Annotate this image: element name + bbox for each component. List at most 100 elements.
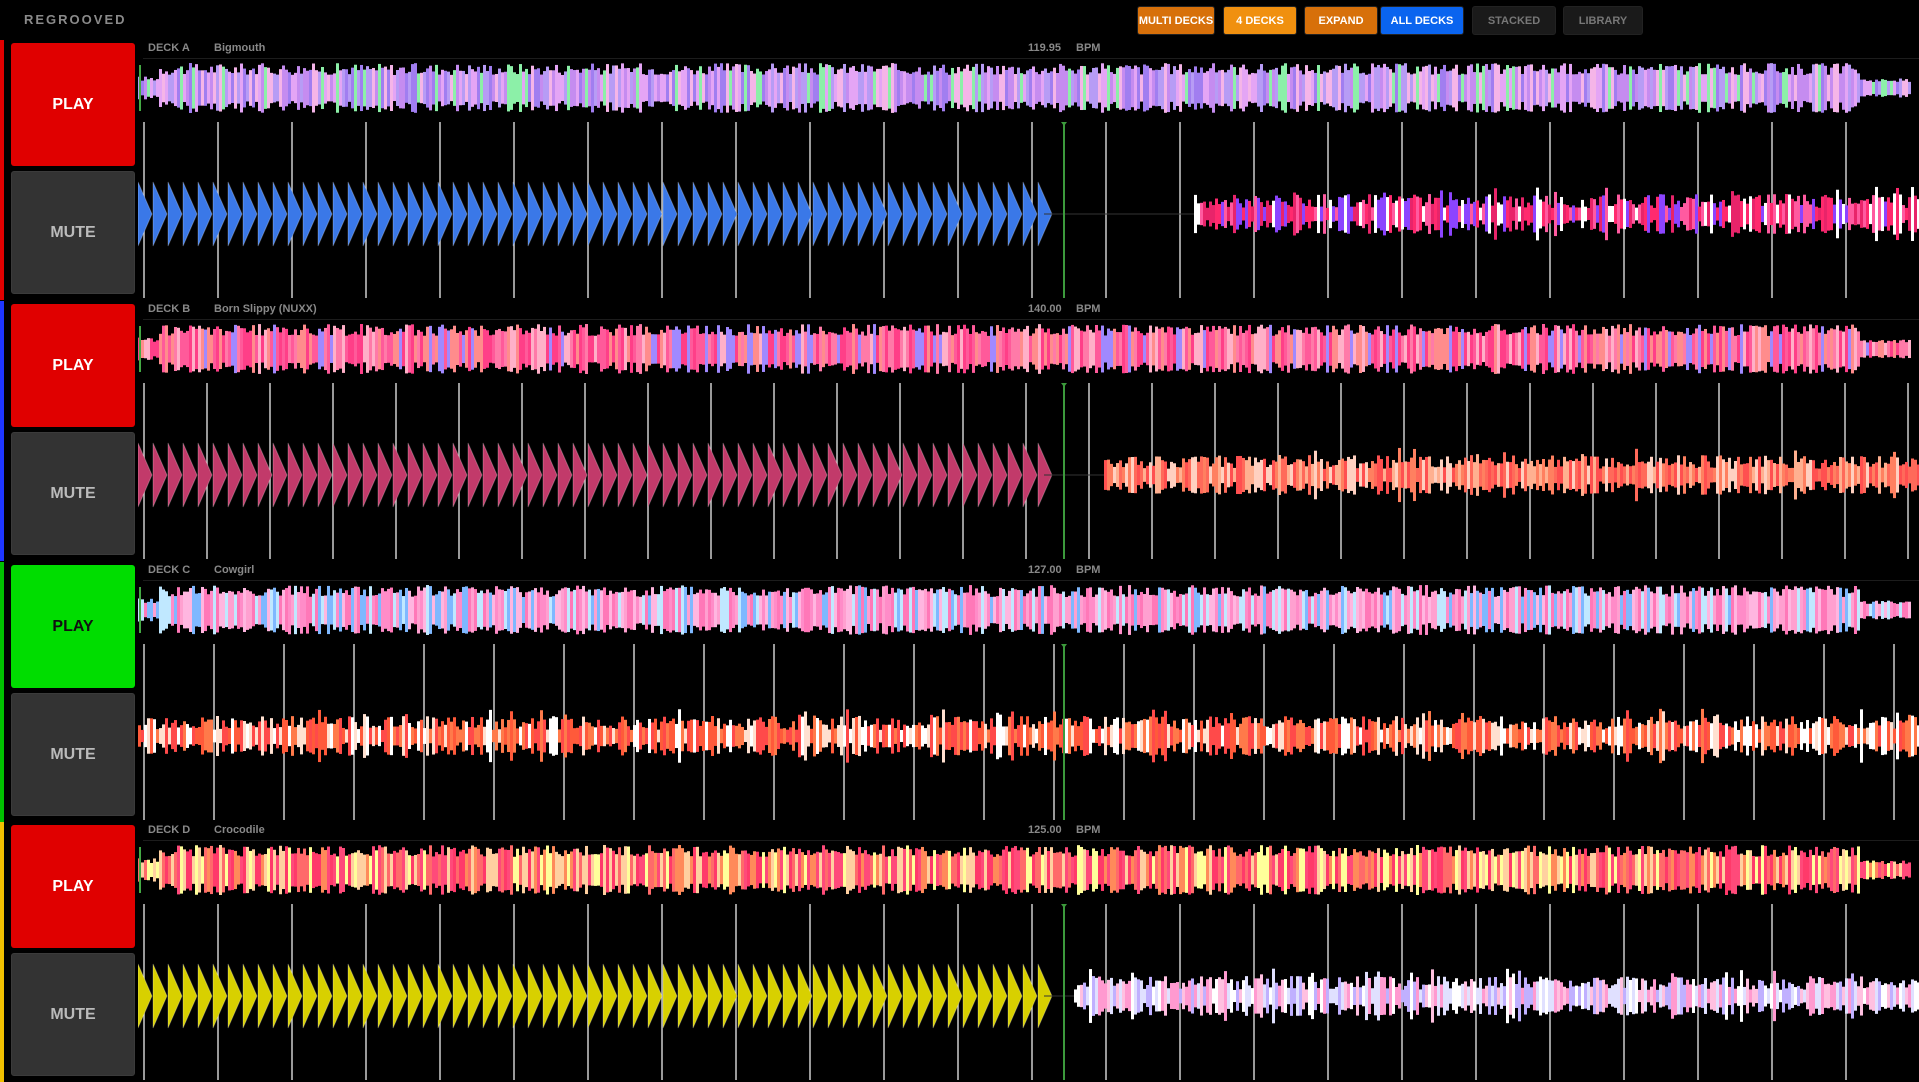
detail-bar <box>1038 721 1041 751</box>
detail-bar <box>1374 463 1377 487</box>
detail-bar <box>1878 456 1881 494</box>
overview-bar <box>1746 331 1749 367</box>
detail-bar <box>1122 467 1125 483</box>
multi-decks-button[interactable]: MULTI DECKS <box>1137 6 1215 35</box>
detail-bar <box>1110 463 1113 487</box>
deck-accent-bar <box>0 301 4 561</box>
waveform-view[interactable] <box>138 60 1919 298</box>
detail-bar <box>366 716 369 756</box>
detail-bar <box>1746 978 1749 1014</box>
overview-bar <box>762 589 765 631</box>
overview-bar <box>534 588 537 632</box>
library-button[interactable]: LIBRARY <box>1563 6 1643 35</box>
overview-bar <box>1185 593 1188 627</box>
overview-bar <box>462 334 465 364</box>
overview-bar <box>705 589 708 631</box>
detail-bar <box>1176 982 1179 1010</box>
detail-waveform[interactable] <box>138 181 1919 247</box>
detail-bar <box>1197 983 1200 1009</box>
detail-bar <box>1641 202 1644 226</box>
overview-bar <box>1032 854 1035 886</box>
overview-bar <box>711 70 714 106</box>
expand-button[interactable]: EXPAND <box>1304 6 1378 35</box>
mute-button[interactable]: MUTE <box>11 171 135 294</box>
overview-bar <box>1068 326 1071 372</box>
loop-slice <box>587 181 603 247</box>
waveform-view[interactable] <box>138 842 1919 1080</box>
play-button[interactable]: PLAY <box>11 304 135 427</box>
overview-bar <box>1437 327 1440 371</box>
detail-bar <box>312 717 315 755</box>
mute-button[interactable]: MUTE <box>11 953 135 1076</box>
detail-bar <box>1482 459 1485 491</box>
waveform-view[interactable] <box>138 582 1919 820</box>
overview-bar <box>1872 860 1875 880</box>
detail-waveform[interactable] <box>138 708 1919 764</box>
overview-bar <box>417 329 420 369</box>
overview-bar <box>444 328 447 370</box>
overview-bar <box>1494 63 1497 113</box>
overview-bar <box>1146 853 1149 887</box>
detail-bar <box>1131 972 1134 1020</box>
overview-bar <box>1050 71 1053 105</box>
overview-bar <box>447 847 450 893</box>
detail-bar <box>1392 202 1395 226</box>
detail-bar <box>1281 979 1284 1013</box>
detail-bar <box>1254 457 1257 493</box>
overview-bar <box>1014 846 1017 894</box>
overview-bar <box>990 67 993 109</box>
overview-bar <box>990 326 993 372</box>
overview-bar <box>465 853 468 887</box>
overview-bar <box>1740 324 1743 374</box>
overview-waveform[interactable] <box>138 63 1911 113</box>
overview-bar <box>789 851 792 889</box>
overview-waveform[interactable] <box>138 845 1911 895</box>
overview-bar <box>651 587 654 633</box>
detail-bar <box>1188 459 1191 491</box>
overview-bar <box>567 587 570 633</box>
detail-bar <box>810 728 813 744</box>
stacked-button[interactable]: STACKED <box>1472 6 1556 35</box>
loop-slice <box>227 181 243 247</box>
overview-bar <box>1845 325 1848 373</box>
detail-waveform[interactable] <box>138 963 1919 1029</box>
4-decks-button[interactable]: 4 DECKS <box>1223 6 1297 35</box>
detail-bar <box>1515 983 1518 1009</box>
overview-bar <box>450 329 453 369</box>
overview-bar <box>1767 596 1770 624</box>
detail-bar <box>1230 979 1233 1013</box>
overview-bar <box>453 593 456 627</box>
play-button[interactable]: PLAY <box>11 43 135 166</box>
overview-bar <box>384 334 387 364</box>
overview-waveform[interactable] <box>138 585 1911 635</box>
overview-waveform[interactable] <box>138 324 1911 374</box>
loop-slice <box>212 442 228 508</box>
overview-bar <box>1794 847 1797 893</box>
overview-bar <box>1479 332 1482 366</box>
detail-bar <box>1509 724 1512 748</box>
overview-bar <box>204 847 207 893</box>
overview-bar <box>690 856 693 884</box>
overview-bar <box>1833 594 1836 626</box>
overview-bar <box>1359 73 1362 103</box>
waveform-view[interactable] <box>138 321 1919 559</box>
detail-bar <box>1104 460 1107 490</box>
overview-bar <box>1743 331 1746 367</box>
overview-bar <box>702 852 705 888</box>
all-decks-button[interactable]: ALL DECKS <box>1380 6 1464 35</box>
overview-bar <box>1503 329 1506 369</box>
play-button[interactable]: PLAY <box>11 825 135 948</box>
play-button[interactable]: PLAY <box>11 565 135 688</box>
detail-bar <box>1116 463 1119 487</box>
detail-bar <box>1812 198 1815 230</box>
mute-button[interactable]: MUTE <box>11 693 135 816</box>
mute-button[interactable]: MUTE <box>11 432 135 555</box>
overview-bar <box>1206 848 1209 892</box>
detail-waveform[interactable] <box>138 442 1919 508</box>
overview-bar <box>1368 592 1371 628</box>
overview-bar <box>636 67 639 109</box>
overview-bar <box>354 852 357 888</box>
overview-bar <box>204 588 207 632</box>
detail-bar <box>558 729 561 743</box>
detail-bar <box>1536 187 1539 241</box>
